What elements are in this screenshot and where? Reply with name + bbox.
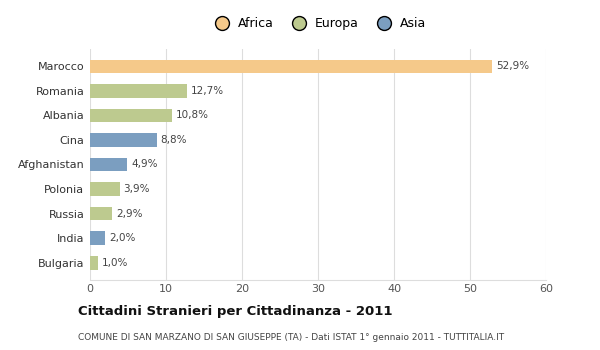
Bar xyxy=(90,207,112,220)
Bar xyxy=(90,84,187,98)
Legend: Africa, Europa, Asia: Africa, Europa, Asia xyxy=(206,14,430,34)
Bar xyxy=(90,231,105,245)
Text: Cittadini Stranieri per Cittadinanza - 2011: Cittadini Stranieri per Cittadinanza - 2… xyxy=(78,305,392,318)
Bar xyxy=(90,108,172,122)
Text: 8,8%: 8,8% xyxy=(161,135,187,145)
Text: 3,9%: 3,9% xyxy=(124,184,150,194)
Bar xyxy=(90,256,98,270)
Text: COMUNE DI SAN MARZANO DI SAN GIUSEPPE (TA) - Dati ISTAT 1° gennaio 2011 - TUTTIT: COMUNE DI SAN MARZANO DI SAN GIUSEPPE (T… xyxy=(78,332,504,342)
Bar xyxy=(90,182,119,196)
Text: 12,7%: 12,7% xyxy=(190,86,223,96)
Bar xyxy=(90,60,492,73)
Text: 52,9%: 52,9% xyxy=(496,61,529,71)
Text: 1,0%: 1,0% xyxy=(101,258,128,268)
Text: 2,9%: 2,9% xyxy=(116,209,142,219)
Text: 4,9%: 4,9% xyxy=(131,160,158,169)
Text: 2,0%: 2,0% xyxy=(109,233,136,243)
Bar xyxy=(90,158,127,171)
Text: 10,8%: 10,8% xyxy=(176,110,209,120)
Bar xyxy=(90,133,157,147)
